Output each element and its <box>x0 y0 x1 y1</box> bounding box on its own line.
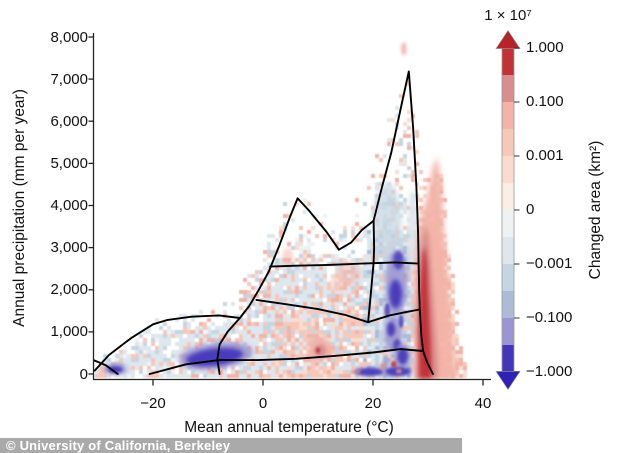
purple-dot-2 <box>398 314 404 328</box>
purple-dot-1 <box>384 303 391 319</box>
watermark-text: © University of California, Berkeley <box>6 438 231 453</box>
upper-forest-boundary <box>269 261 420 268</box>
y-tick-label: 0 <box>79 365 88 383</box>
y-tick-label: 8,000 <box>50 28 88 46</box>
colorbar-tick-label: −0.100 <box>526 309 573 326</box>
y-tick-label: 3,000 <box>50 239 88 257</box>
biome-boundary-lines <box>94 70 434 375</box>
mid-forest-boundary <box>255 298 421 324</box>
y-tick-label: 4,000 <box>50 197 88 214</box>
y-tick-label: 6,000 <box>50 112 88 130</box>
red-dot-3 <box>395 368 402 374</box>
x-tick-label: 20 <box>364 395 382 412</box>
darkblue-col-1 <box>389 279 402 309</box>
x-tick-label: 40 <box>474 395 492 412</box>
watermark: © University of California, Berkeley <box>0 438 462 453</box>
colorbar-scale-title: 1 × 10⁷ <box>484 7 532 24</box>
steep-left-boundary <box>216 317 241 375</box>
darkblue-col-3 <box>397 348 408 365</box>
y-tick-label: 5,000 <box>50 154 88 172</box>
colorbar-tick-label: 0 <box>526 201 535 218</box>
colorbar-tick-label: 0.001 <box>526 147 564 164</box>
salmon-mid-2 <box>330 275 345 292</box>
tropical-divide <box>367 219 376 324</box>
red-dot-2 <box>391 360 397 368</box>
x-tick-label: 0 <box>258 395 268 412</box>
salmon-up-left <box>282 247 294 269</box>
y-tick-label: 1,000 <box>50 323 88 341</box>
tundra-tip <box>94 359 119 375</box>
y-tick-label: 7,000 <box>50 70 88 88</box>
blue-column-soft <box>373 182 402 263</box>
colorbar-tick-label: 0.100 <box>526 93 564 110</box>
red-dot-1 <box>380 362 386 371</box>
whittaker-envelope <box>94 70 434 375</box>
darkblue-corner <box>107 366 123 373</box>
pink-speck-top <box>401 42 407 56</box>
y-tick-label: 2,000 <box>50 281 88 299</box>
axes <box>88 33 491 386</box>
colorbar-arrow-down <box>495 371 521 391</box>
x-tick-label: −20 <box>140 395 166 412</box>
salmon-blob-dot <box>315 347 321 354</box>
blue-strip-under-spike <box>407 188 418 273</box>
colorbar <box>495 29 521 391</box>
lower-dry-boundary <box>148 348 425 375</box>
red-dot-4 <box>355 369 361 374</box>
colorbar-tick-label: −1.000 <box>526 363 573 380</box>
colorbar-tick-label: 1.000 <box>526 39 564 56</box>
darkblue-col-1b <box>393 250 404 270</box>
colorbar-tick-label: −0.001 <box>526 255 573 272</box>
x-axis-title: Mean annual temperature (°C) <box>184 419 394 436</box>
darkblue-col-2 <box>387 322 396 337</box>
salmon-blob-core <box>314 344 327 357</box>
darkblue-bottom-1 <box>354 367 383 376</box>
colorbar-arrow-up <box>495 29 521 49</box>
